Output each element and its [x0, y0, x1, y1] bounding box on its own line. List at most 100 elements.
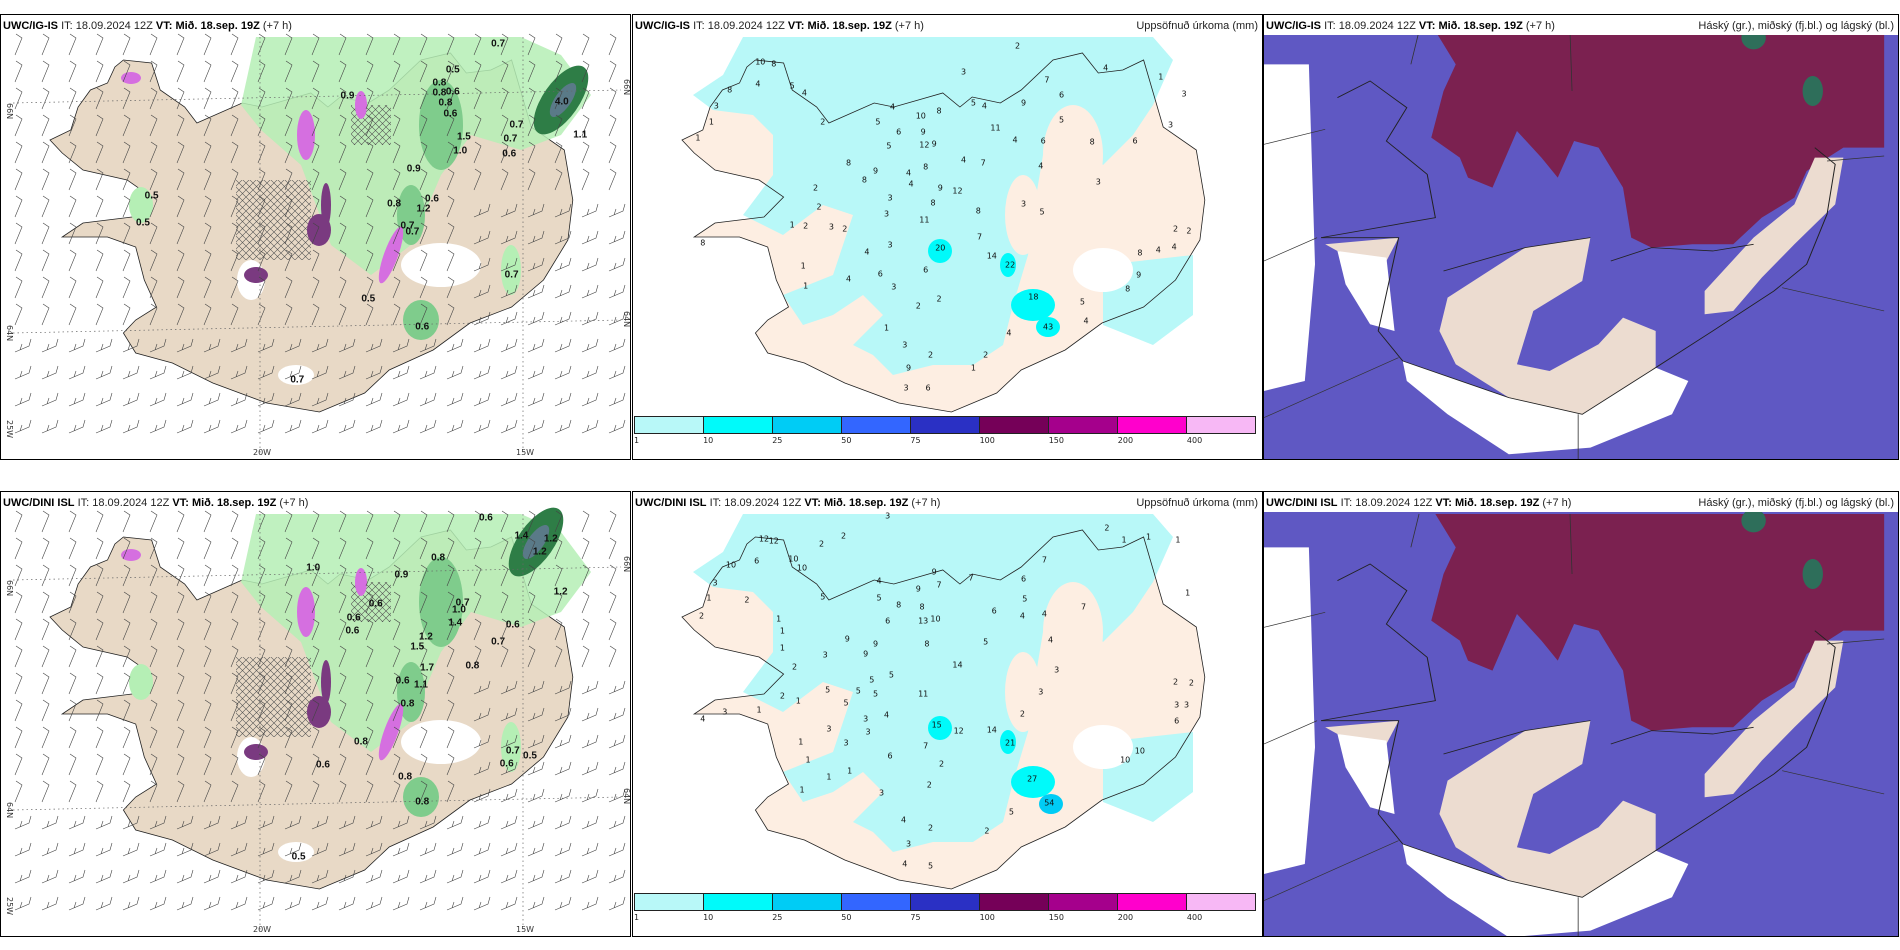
wind-barb [392, 618, 401, 641]
precip-value-label: 6 [1021, 575, 1026, 584]
wind-barb [419, 645, 428, 668]
wind-barb [500, 896, 518, 911]
wind-barb [176, 591, 185, 614]
wind-barb [365, 195, 374, 218]
precip-value-label: 1.5 [410, 642, 424, 653]
valid-time: VT: Mið. 18.sep. 19Z [172, 497, 277, 509]
precip-value-label: 7 [1081, 603, 1086, 612]
wind-barb [473, 141, 482, 164]
wind-barb [176, 896, 194, 911]
dry-patch [1005, 652, 1041, 732]
wind-barb [284, 699, 293, 722]
wind-barb [149, 87, 158, 110]
precip-value-label: 0.9 [341, 91, 355, 102]
wind-barb [311, 672, 320, 695]
wind-barb [149, 896, 167, 911]
wind-barb [365, 815, 383, 830]
precip-value-label: 2 [780, 692, 785, 701]
wind-barb [581, 537, 590, 560]
wind-barb [365, 896, 383, 911]
wind-barb [203, 510, 212, 533]
wind-barb [608, 618, 617, 641]
wind-barb [284, 896, 302, 911]
precip-value-label: 5 [877, 594, 882, 603]
wind-barb [257, 537, 266, 560]
wind-barb [95, 222, 104, 245]
wind-barb [500, 869, 518, 884]
wind-barb [608, 734, 626, 749]
wind-barb [500, 510, 509, 533]
init-time-label: IT: [61, 20, 73, 32]
panel-title-right: Uppsöfnuð úrkoma (mm) [1136, 20, 1258, 32]
colorbar-swatch [911, 894, 980, 910]
wind-barb [608, 761, 626, 776]
wind-barb [608, 510, 617, 533]
wind-barb [203, 60, 212, 83]
wind-barb [554, 896, 572, 911]
wind-barb [608, 141, 617, 164]
wind-barb [419, 33, 428, 56]
wind-barb [500, 734, 518, 749]
lat-label-66n: 66N [5, 103, 14, 119]
precip-value-label: 0.6 [396, 676, 410, 687]
wind-barb [338, 392, 356, 407]
colorbar-swatch [1118, 417, 1187, 433]
wind-barb [257, 699, 266, 722]
wind-barb [500, 591, 509, 614]
wind-barb [311, 699, 320, 722]
wind-barb [203, 591, 212, 614]
precip-value-label: 5 [1022, 595, 1027, 604]
wind-barb [554, 365, 572, 380]
wind-barb [14, 618, 23, 641]
wind-barb [392, 645, 401, 668]
wind-barb [68, 195, 77, 218]
precip-value-label: 1.0 [453, 146, 467, 157]
wind-barb [311, 869, 329, 884]
clear-sky-area [1337, 250, 1395, 331]
wind-barb [608, 230, 626, 245]
wind-barb [14, 645, 23, 668]
wind-barb [608, 60, 617, 83]
wind-barb [608, 564, 617, 587]
precip-value-label: 2 [744, 596, 749, 605]
wind-barb [41, 896, 59, 911]
wind-barb [41, 537, 50, 560]
precip-value-label: 1 [780, 627, 785, 636]
wind-barb [176, 87, 185, 110]
wind-barb [14, 537, 23, 560]
precip-value-label: 0.5 [145, 191, 159, 202]
wind-barb [473, 645, 482, 668]
wind-barb [14, 392, 32, 407]
precip-value-label: 3 [863, 715, 868, 724]
forecast-offset: (+7 h) [911, 497, 941, 509]
wind-barb [122, 276, 131, 299]
wind-barb [176, 672, 185, 695]
precip-value-label: 0.6 [415, 322, 429, 333]
wind-barb [122, 365, 140, 380]
colorbar-tick-label: 1 [634, 913, 640, 922]
wind-barb [392, 365, 410, 380]
wind-barb [68, 276, 77, 299]
precip-value-label: 4 [877, 577, 882, 586]
precip-value-label: 1.7 [420, 663, 434, 674]
precip-value-label: 0.5 [361, 294, 375, 305]
init-time-label: IT: [693, 20, 705, 32]
init-time-value: 18.09.2024 12Z [92, 497, 170, 509]
lat-label-64n: 64N [5, 325, 14, 341]
wind-barb [365, 168, 374, 191]
precip-value-label: 11 [918, 690, 928, 699]
wind-barb [68, 753, 77, 776]
wind-barb [68, 338, 86, 353]
top-middle-panel-accumulated-precip: 10 8 4 5 4 8 3 2 1 1 3 2 4 7 1 3 3 6 4 10 8 5 4 9 6 5 5 6 9 11 4 6 8 5 12 9… [632, 14, 1263, 460]
wind-barb [473, 87, 482, 110]
wind-barb [392, 753, 401, 776]
wind-barb [176, 645, 185, 668]
wind-barb [95, 195, 104, 218]
wind-barb [176, 842, 194, 857]
wind-barb [68, 618, 77, 641]
model-name: UWC/IG-IS [1266, 20, 1321, 32]
colorbar-tick-label: 10 [703, 913, 714, 922]
precip-value-label: 2 [817, 203, 822, 212]
wind-barb [365, 114, 374, 137]
wind-barb [419, 303, 428, 326]
